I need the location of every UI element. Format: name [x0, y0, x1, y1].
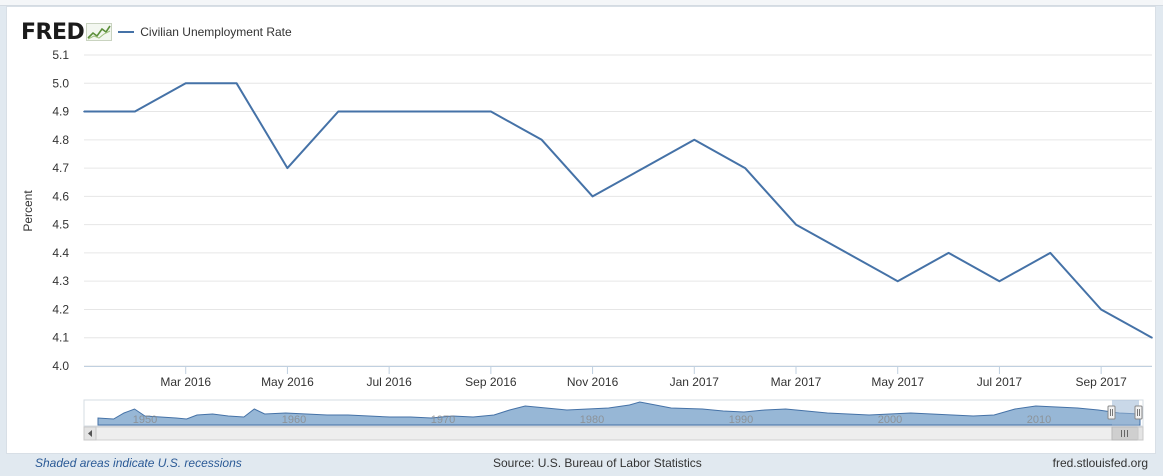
- navigator-scrollbar[interactable]: [83, 426, 1144, 441]
- y-tick-label: 4.3: [52, 274, 69, 288]
- recessions-note[interactable]: Shaded areas indicate U.S. recessions: [35, 456, 242, 470]
- chart-gridlines: [84, 54, 1152, 367]
- data-point[interactable]: [642, 167, 645, 169]
- navigator-area: [97, 401, 1141, 426]
- x-tick-label: May 2017: [871, 375, 924, 389]
- data-point[interactable]: [184, 82, 187, 85]
- site-link[interactable]: fred.stlouisfed.org: [1052, 456, 1148, 470]
- y-tick-label: 4.6: [52, 189, 69, 203]
- navigator-year-labels: 1950 1960 1970 1980 1990 2000 2010: [133, 414, 1051, 426]
- navigator-year-label: 2010: [1027, 414, 1051, 426]
- data-point[interactable]: [591, 195, 594, 198]
- data-point[interactable]: [896, 280, 899, 282]
- chart-header: FRED Civilian Unemployment Rate: [21, 19, 292, 45]
- data-point[interactable]: [1100, 308, 1102, 311]
- data-point[interactable]: [693, 139, 696, 141]
- navigator-year-label: 2000: [878, 414, 902, 426]
- y-tick-label: 5.0: [52, 76, 69, 90]
- x-axis-ticks: Mar 2016 May 2016 Jul 2016 Sep 2016 Nov 2016…: [160, 366, 1127, 389]
- top-strip: [0, 0, 1163, 6]
- navigator-left-handle[interactable]: [1107, 405, 1116, 420]
- data-point[interactable]: [795, 223, 797, 226]
- x-tick-label: Mar 2017: [771, 375, 822, 389]
- navigator-year-label: 1970: [431, 414, 455, 426]
- fred-graph-icon: [86, 23, 113, 41]
- y-axis-label: Percent: [21, 190, 35, 232]
- data-point[interactable]: [947, 252, 950, 254]
- data-point[interactable]: [540, 139, 543, 141]
- scrollbar-track[interactable]: [83, 426, 1144, 441]
- data-point[interactable]: [134, 110, 136, 113]
- y-tick-label: 4.5: [52, 218, 69, 232]
- data-point[interactable]: [286, 167, 289, 169]
- legend-label: Civilian Unemployment Rate: [140, 25, 292, 39]
- fred-logo[interactable]: FRED: [21, 19, 85, 45]
- scroll-left-arrow-icon: [88, 430, 92, 437]
- data-point[interactable]: [439, 110, 441, 113]
- series-line-group: [83, 82, 1153, 339]
- data-point[interactable]: [846, 252, 848, 254]
- y-tick-label: 4.9: [52, 105, 69, 119]
- navigator-year-label: 1950: [133, 414, 157, 426]
- y-axis-ticks: 4.0 4.1 4.2 4.3 4.4 4.5 4.6 4.7 4.8 4.9 5.0 5.1: [52, 48, 69, 373]
- y-tick-label: 4.1: [52, 331, 69, 345]
- data-point[interactable]: [337, 110, 340, 113]
- chart-panel: FRED Civilian Unemployment Rate: [6, 6, 1156, 454]
- data-point[interactable]: [490, 110, 492, 113]
- x-tick-label: Jan 2017: [670, 375, 720, 389]
- navigator-year-label: 1960: [282, 414, 306, 426]
- y-tick-label: 4.7: [52, 161, 69, 175]
- x-tick-label: Sep 2016: [465, 375, 517, 389]
- navigator-right-handle[interactable]: [1134, 405, 1143, 420]
- x-tick-label: Jul 2016: [366, 375, 412, 389]
- data-point[interactable]: [388, 110, 390, 113]
- legend-line-swatch: [118, 31, 135, 33]
- navigator-year-label: 1980: [580, 414, 604, 426]
- series-line[interactable]: [84, 82, 1153, 339]
- x-tick-label: Nov 2016: [567, 375, 619, 389]
- data-point[interactable]: [744, 167, 746, 169]
- y-tick-label: 5.1: [52, 48, 69, 62]
- source-note: Source: U.S. Bureau of Labor Statistics: [493, 456, 702, 470]
- data-point[interactable]: [1151, 336, 1153, 339]
- data-point[interactable]: [235, 82, 238, 85]
- range-navigator[interactable]: 1950 1960 1970 1980 1990 2000 2010: [83, 399, 1144, 427]
- navigator-year-label: 1990: [729, 414, 753, 426]
- data-point[interactable]: [83, 110, 85, 113]
- x-tick-label: Sep 2017: [1075, 375, 1127, 389]
- x-tick-label: May 2016: [261, 375, 314, 389]
- data-point[interactable]: [1049, 252, 1052, 254]
- y-tick-label: 4.4: [52, 246, 69, 260]
- y-tick-label: 4.0: [52, 359, 69, 373]
- y-tick-label: 4.8: [52, 133, 69, 147]
- scroll-right-button[interactable]: [1137, 426, 1144, 441]
- x-tick-label: Jul 2017: [977, 375, 1023, 389]
- y-tick-label: 4.2: [52, 302, 69, 316]
- x-tick-label: Mar 2016: [160, 375, 211, 389]
- data-point[interactable]: [998, 280, 1001, 282]
